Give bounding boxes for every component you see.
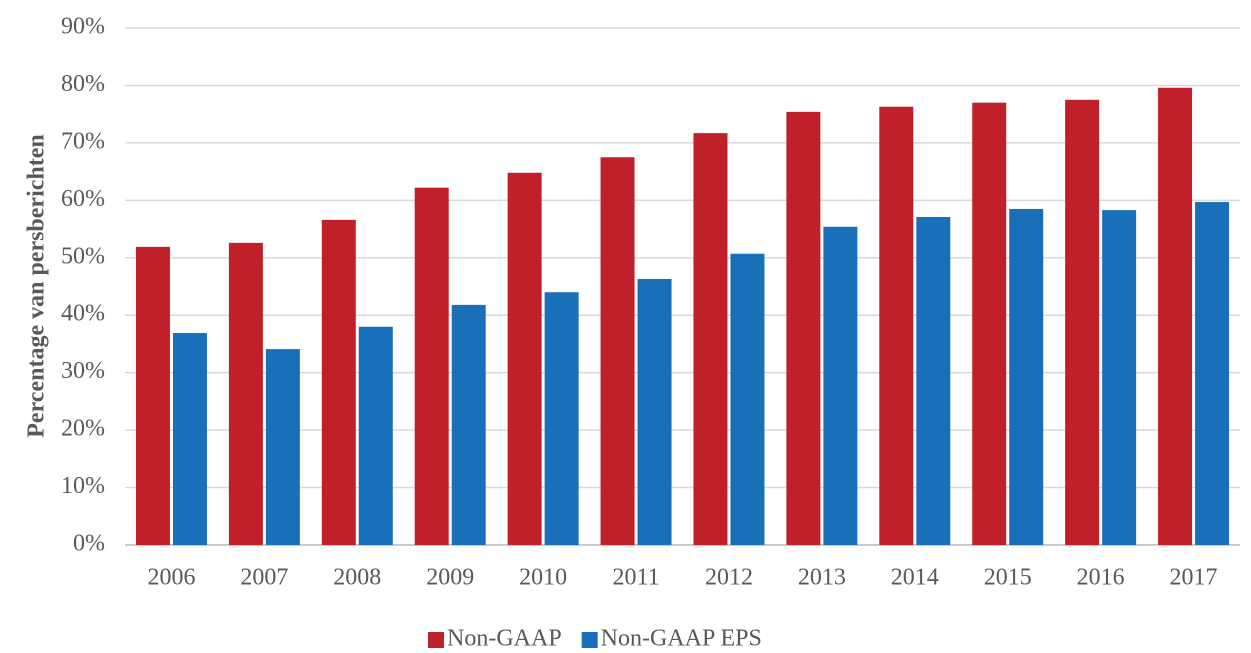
x-tick-label: 2012 (705, 565, 753, 591)
bar (1195, 202, 1230, 545)
bar (693, 133, 728, 545)
x-tick-label: 2008 (333, 565, 381, 591)
y-tick-label: 20% (61, 416, 105, 442)
bar (135, 246, 170, 545)
y-tick-label: 10% (61, 473, 105, 499)
bar (544, 292, 579, 545)
legend-label: Non-GAAP EPS (601, 626, 762, 652)
x-tick-label: 2011 (612, 565, 659, 591)
y-tick-label: 80% (61, 71, 105, 97)
x-tick-label: 2013 (798, 565, 846, 591)
bar (1158, 87, 1193, 546)
y-tick-label: 90% (61, 14, 105, 40)
bar (730, 253, 765, 546)
bar (1102, 210, 1137, 546)
bar (507, 172, 542, 545)
x-tick-label: 2009 (426, 565, 474, 591)
legend-swatch (428, 632, 444, 648)
legend-swatch (581, 632, 598, 648)
bar (358, 326, 393, 545)
bar (786, 111, 821, 545)
bar (451, 304, 486, 545)
bar (823, 226, 858, 545)
bar (879, 106, 914, 546)
x-tick-label: 2017 (1170, 565, 1218, 591)
bar (321, 219, 356, 545)
bar (972, 102, 1007, 545)
legend-label: Non-GAAP (447, 626, 562, 652)
bar (637, 279, 672, 545)
x-tick-label: 2007 (240, 565, 288, 591)
bar (265, 349, 300, 545)
y-tick-label: 60% (61, 186, 105, 212)
bar (1009, 208, 1044, 545)
y-tick-label: 70% (61, 128, 105, 154)
y-tick-label: 0% (73, 531, 105, 557)
y-tick-label: 30% (61, 358, 105, 384)
x-tick-label: 2010 (519, 565, 567, 591)
bar (172, 333, 207, 545)
bar (228, 242, 263, 545)
bar (1065, 99, 1100, 546)
x-tick-label: 2014 (891, 565, 939, 591)
x-tick-label: 2016 (1077, 565, 1125, 591)
x-tick-label: 2006 (147, 565, 195, 591)
y-axis-title: Percentage van persberichten (24, 134, 50, 437)
y-tick-label: 40% (61, 301, 105, 327)
bar (600, 157, 635, 545)
x-tick-label: 2015 (984, 565, 1032, 591)
bar (916, 216, 951, 545)
y-tick-label: 50% (61, 243, 105, 269)
bar (414, 187, 449, 545)
